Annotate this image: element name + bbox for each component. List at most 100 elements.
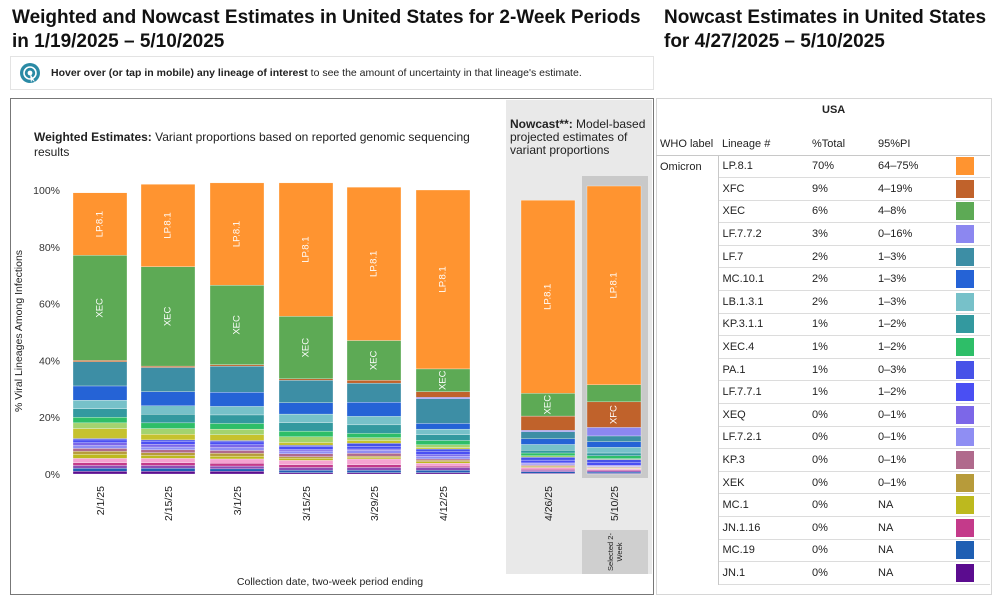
- table-row[interactable]: MC.1 0% NA: [656, 493, 990, 517]
- selected-period-tag[interactable]: Selected 2-Week: [582, 530, 648, 574]
- bar-segment-xfc[interactable]: [72, 360, 128, 362]
- bar-segment-xec[interactable]: [209, 284, 265, 365]
- bar-segment-mc-10-1[interactable]: [278, 402, 334, 415]
- bar-segment-lf-7-2-1[interactable]: [346, 450, 402, 454]
- table-row[interactable]: XEC.4 1% 1–2%: [656, 335, 990, 359]
- bar-segment-xfc[interactable]: [346, 380, 402, 384]
- bar-segment-lf-7-2-1[interactable]: [415, 455, 471, 460]
- table-row[interactable]: XEQ 0% 0–1%: [656, 403, 990, 427]
- bar-segment-green-lineage[interactable]: [209, 428, 265, 435]
- bar-segment-kp-3-1-1[interactable]: [209, 414, 265, 424]
- bar-segment-jn-1-16[interactable]: [72, 462, 128, 466]
- bar-segment-lf-7-7-1[interactable]: [586, 462, 642, 466]
- bar-segment-green-lineage[interactable]: [415, 444, 471, 448]
- bar-segment-jn-1[interactable]: [72, 471, 128, 475]
- bar-segment-jn-1[interactable]: [140, 471, 196, 475]
- bar-segment-jn-1-16[interactable]: [209, 463, 265, 467]
- table-row[interactable]: XFC 9% 4–19%: [656, 177, 990, 201]
- bar-segment-pink-lineage[interactable]: [586, 468, 642, 470]
- bar-segment-kp-3-1-1[interactable]: [520, 449, 576, 454]
- bar-segment-lp-8-1[interactable]: [520, 200, 576, 394]
- bar-segment-mc-1[interactable]: [140, 455, 196, 459]
- bar-segment-xec-4[interactable]: [72, 417, 128, 424]
- bar-segment-mc-1[interactable]: [278, 457, 334, 461]
- bar-segment-kp-misc[interactable]: [346, 467, 402, 471]
- bar-segment-green-lineage[interactable]: [520, 455, 576, 458]
- table-row[interactable]: MC.19 0% NA: [656, 539, 990, 563]
- bar-segment-xeq[interactable]: [209, 444, 265, 448]
- bar-segment-xeq[interactable]: [278, 449, 334, 452]
- bar-segment-lf-7[interactable]: [415, 398, 471, 424]
- bar-segment-lf-7-7-2[interactable]: [415, 397, 471, 399]
- bar-segment-lf-7-7-1[interactable]: [140, 441, 196, 445]
- bar-segment-lb-1-3-1[interactable]: [586, 447, 642, 454]
- bar-segment-mc-10-1[interactable]: [209, 392, 265, 407]
- bar-segment-lf-7-7-2[interactable]: [586, 427, 642, 437]
- bar-segment-xfc[interactable]: [415, 391, 471, 398]
- bar-segment-xec-4[interactable]: [346, 433, 402, 438]
- bar-segment-jn-1[interactable]: [209, 471, 265, 475]
- bar-segment-lf-7[interactable]: [586, 435, 642, 442]
- bar-segment-pink-lineage[interactable]: [278, 460, 334, 465]
- bar-segment-lf-7[interactable]: [72, 361, 128, 387]
- bar-segment-xec-4[interactable]: [209, 423, 265, 430]
- bar-segment-xec[interactable]: [346, 340, 402, 381]
- bar-segment-xec-4[interactable]: [520, 452, 576, 456]
- bar-segment-pa-1[interactable]: [209, 440, 265, 443]
- bar-segment-mc-19[interactable]: [346, 470, 402, 473]
- bar-segment-kp-3[interactable]: [278, 453, 334, 457]
- bar-segment-mc-10-1[interactable]: [346, 401, 402, 417]
- bar-segment-green-lineage[interactable]: [140, 428, 196, 435]
- bar-segment-xek[interactable]: [415, 460, 471, 462]
- bar-segment-mc-10-1[interactable]: [72, 385, 128, 401]
- bar-segment-mc-19[interactable]: [586, 471, 642, 474]
- bar-segment-jn-1-16[interactable]: [140, 462, 196, 466]
- table-row[interactable]: LF.7 2% 1–3%: [656, 245, 990, 269]
- bar-segment-lf-7-7-1[interactable]: [346, 446, 402, 450]
- bar-segment-kp-misc[interactable]: [586, 470, 642, 473]
- bar-segment-lf-7-7-1[interactable]: [415, 451, 471, 455]
- bar-segment-xec-4[interactable]: [586, 455, 642, 459]
- bar-segment-lp-8-1[interactable]: [140, 184, 196, 267]
- bar-segment-mc-1[interactable]: [209, 455, 265, 460]
- bar-segment-mc-1[interactable]: [72, 453, 128, 459]
- bar-segment-lf-7-7-1[interactable]: [520, 459, 576, 464]
- table-row[interactable]: XEC 6% 4–8%: [656, 200, 990, 224]
- bar-segment-kp-3[interactable]: [415, 458, 471, 461]
- bar-segment-kp-misc[interactable]: [520, 470, 576, 472]
- table-row[interactable]: MC.10.1 2% 1–3%: [656, 267, 990, 292]
- bar-segment-kp-3-1-1[interactable]: [586, 452, 642, 456]
- bar-segment-xeq[interactable]: [415, 454, 471, 457]
- bar-segment-kp-3-1-1[interactable]: [278, 422, 334, 432]
- bar-segment-xec[interactable]: [278, 316, 334, 380]
- bar-segment-mc-19[interactable]: [72, 468, 128, 472]
- bar-segment-xfc[interactable]: [209, 364, 265, 367]
- bar-segment-pa-1[interactable]: [520, 457, 576, 461]
- bar-segment-lb-1-3-1[interactable]: [520, 444, 576, 451]
- bar-segment-pink-lineage[interactable]: [209, 458, 265, 464]
- bar-segment-pa-1[interactable]: [72, 438, 128, 441]
- table-row[interactable]: JN.1.16 0% NA: [656, 516, 990, 540]
- bar-segment-xec[interactable]: [140, 266, 196, 367]
- bar-segment-xeq[interactable]: [346, 448, 402, 451]
- bar-segment-kp-misc[interactable]: [140, 465, 196, 469]
- bar-segment-lb-1-3-1[interactable]: [140, 405, 196, 415]
- bar-segment-jn-1-16[interactable]: [415, 465, 471, 468]
- bar-segment-lb-1-3-1[interactable]: [346, 416, 402, 426]
- bar-segment-olive-lineage[interactable]: [209, 434, 265, 441]
- table-row[interactable]: LF.7.2.1 0% 0–1%: [656, 426, 990, 450]
- bar-segment-lp-8-1[interactable]: [415, 189, 471, 370]
- bar-segment-lp-8-1[interactable]: [586, 185, 642, 385]
- table-row[interactable]: KP.3.1.1 1% 1–2%: [656, 313, 990, 337]
- bar-segment-xek[interactable]: [209, 453, 265, 457]
- bar-segment-kp-3[interactable]: [346, 453, 402, 457]
- table-row[interactable]: Omicron LP.8.1 70% 64–75%: [656, 155, 990, 585]
- bar-segment-mc-1[interactable]: [346, 457, 402, 460]
- bar-segment-green-lineage[interactable]: [72, 422, 128, 429]
- bar-segment-mc-19[interactable]: [209, 468, 265, 472]
- bar-segment-kp-misc[interactable]: [72, 465, 128, 469]
- bar-segment-kp-3-1-1[interactable]: [415, 434, 471, 441]
- bar-segment-kp-3-1-1[interactable]: [72, 408, 128, 418]
- bar-segment-pa-1[interactable]: [278, 445, 334, 447]
- bar-segment-xfc[interactable]: [140, 365, 196, 368]
